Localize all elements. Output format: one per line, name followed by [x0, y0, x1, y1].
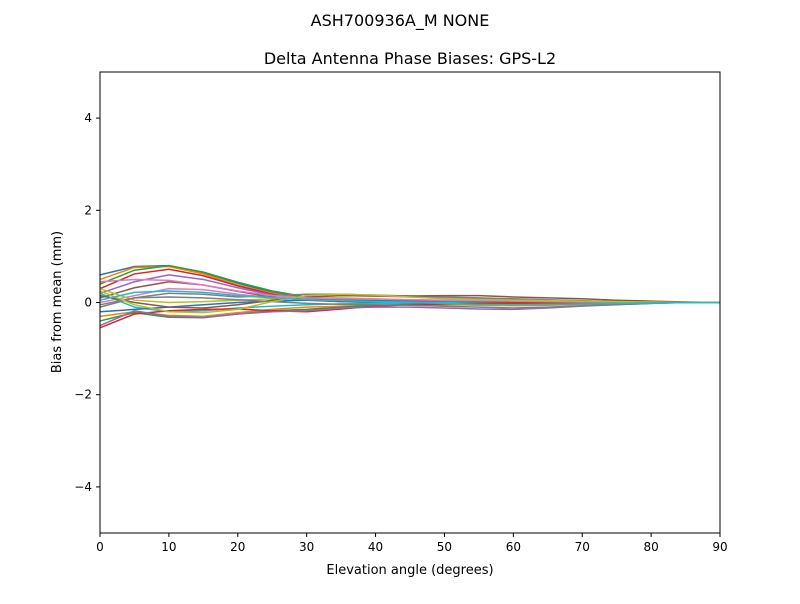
series-lines — [99, 264, 721, 329]
series-line-14 — [99, 301, 720, 329]
series-line-20 — [99, 290, 720, 306]
y-tick-label: 4 — [84, 111, 92, 125]
x-tick-label: 10 — [161, 540, 176, 554]
y-tick-label: 0 — [84, 296, 92, 310]
x-tick-label: 90 — [712, 540, 727, 554]
series-line-17 — [99, 278, 720, 304]
x-axis: 0 10 20 30 40 50 60 70 80 90 — [96, 533, 728, 554]
x-tick-label: 30 — [299, 540, 314, 554]
series-line-16 — [99, 294, 721, 309]
y-axis-label: Bias from mean (mm) — [50, 231, 65, 373]
series-line-19 — [99, 290, 720, 314]
y-tick-label: 2 — [84, 203, 92, 217]
figure-suptitle: ASH700936A_M NONE — [311, 11, 490, 31]
x-tick-label: 0 — [96, 540, 104, 554]
x-tick-label: 50 — [437, 540, 452, 554]
x-tick-label: 80 — [643, 540, 658, 554]
y-tick-label: −2 — [74, 388, 92, 402]
y-tick-label: −4 — [74, 480, 92, 494]
series-line-18 — [99, 296, 720, 309]
x-tick-label: 20 — [230, 540, 245, 554]
x-tick-label: 60 — [506, 540, 521, 554]
x-tick-label: 70 — [575, 540, 590, 554]
chart-title: Delta Antenna Phase Biases: GPS-L2 — [264, 49, 556, 68]
y-axis: −4 −2 0 2 4 — [74, 111, 100, 494]
x-axis-label: Elevation angle (degrees) — [326, 563, 493, 578]
x-tick-label: 40 — [368, 540, 383, 554]
